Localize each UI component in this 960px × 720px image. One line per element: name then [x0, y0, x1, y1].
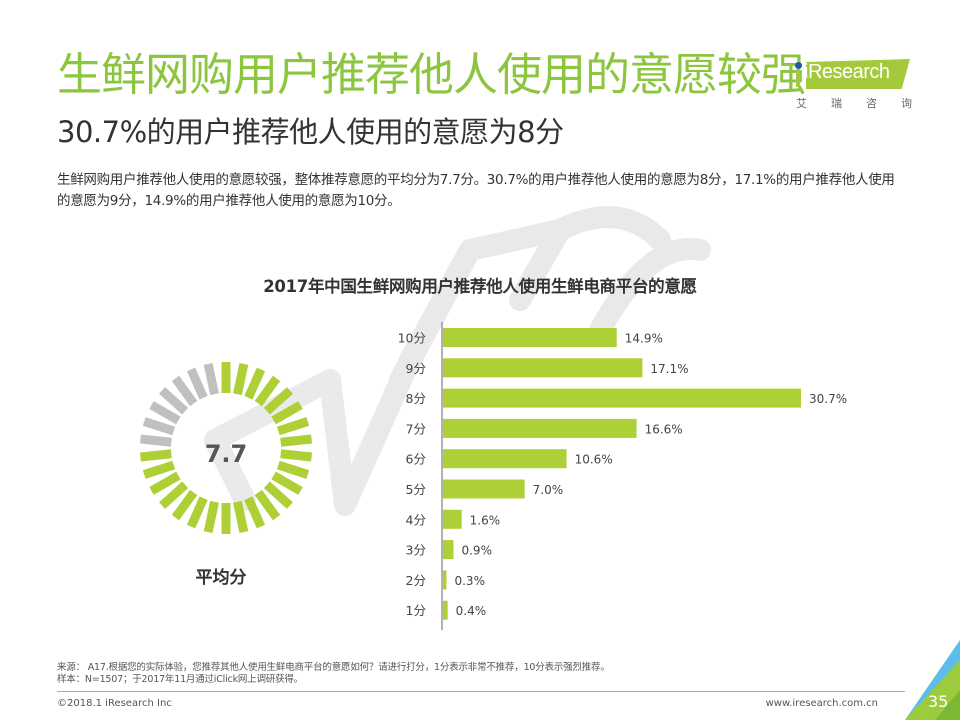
value-label: 0.9%	[461, 544, 492, 558]
bar	[443, 358, 643, 378]
value-label: 30.7%	[809, 392, 847, 406]
gauge-segment-filled	[280, 449, 312, 462]
gauge-segment-filled	[233, 362, 249, 396]
page-number: 35	[928, 692, 949, 711]
logo-cn-char: 询	[901, 97, 912, 110]
gauge-segment-filled	[280, 434, 312, 447]
footer-divider	[57, 691, 905, 692]
bar	[443, 388, 801, 408]
gauge-segment-empty	[203, 362, 219, 396]
source-note: 来源： A17.根据您的实际体验，您推荐其他人使用生鲜电商平台的意愿如何？请进行…	[57, 662, 610, 686]
page-description: 生鲜网购用户推荐他人使用的意愿较强，整体推荐意愿的平均分为7.7分。30.7%的…	[57, 172, 895, 209]
gauge-segment-filled	[244, 367, 266, 400]
chart-title: 2017年中国生鲜网购用户推荐他人使用生鲜电商平台的意愿	[263, 277, 697, 296]
value-label: 7.0%	[533, 483, 564, 497]
category-label: 10分	[398, 331, 426, 346]
logo-cn-char: 咨	[866, 97, 877, 110]
category-label: 8分	[406, 391, 426, 406]
value-label: 0.3%	[454, 574, 485, 588]
value-label: 0.4%	[456, 604, 487, 618]
gauge-segment-filled	[171, 489, 198, 521]
bar	[443, 570, 447, 590]
website-link[interactable]: www.iresearch.com.cn	[765, 698, 878, 709]
bar	[443, 418, 637, 438]
sample-text: 样本：N=1507；于2017年11月通过iClick网上调研获得。	[57, 674, 303, 685]
page-subtitle: 30.7%的用户推荐他人使用的意愿为8分	[57, 115, 564, 149]
bar	[443, 449, 567, 469]
gauge-segment-filled	[271, 401, 303, 425]
gauge-segment-filled	[271, 471, 303, 495]
gauge-segment-empty	[149, 401, 181, 425]
gauge-segment-filled	[244, 496, 266, 529]
category-label: 1分	[406, 603, 426, 618]
gauge-value: 7.7	[204, 440, 248, 468]
gauge-segment-empty	[171, 375, 198, 407]
gauge-segment-filled	[233, 500, 249, 534]
bar	[443, 328, 617, 347]
category-label: 3分	[406, 543, 426, 558]
page-title: 生鲜网购用户推荐他人使用的意愿较强	[57, 48, 806, 101]
gauge-label: 平均分	[195, 568, 247, 588]
gauge-segment-filled	[203, 500, 219, 534]
logo-cn: 艾 瑞 咨 询	[796, 95, 912, 111]
gauge-segment-filled	[149, 471, 181, 495]
gauge-segment-filled	[142, 460, 176, 479]
gauge-segment-filled	[186, 496, 208, 529]
copyright: ©2018.1 iResearch Inc	[57, 698, 172, 709]
gauge-segment-filled	[159, 481, 189, 509]
category-label: 2分	[406, 573, 426, 588]
category-label: 9分	[406, 361, 426, 376]
bar	[443, 509, 462, 529]
gauge-segment-filled	[263, 387, 293, 415]
logo-dot	[795, 62, 802, 69]
bar	[443, 600, 448, 620]
gauge-segment-filled	[254, 375, 281, 407]
iresearch-logo: iResearch 艾 瑞 咨 询	[792, 55, 917, 115]
value-label: 16.6%	[645, 422, 683, 436]
bar-chart: 10分 14.9% 9分 17.1% 8分 30.7% 7分 16.6% 6分 10.6% 5分 7.…	[398, 322, 847, 630]
logo-cn-char: 瑞	[831, 97, 842, 110]
gauge-segment-empty	[186, 367, 208, 400]
gauge-segment-empty	[142, 417, 176, 436]
bar	[443, 540, 454, 560]
value-label: 14.9%	[625, 332, 663, 346]
logo-text: iResearch	[804, 61, 890, 83]
logo-badge	[806, 59, 910, 89]
category-label: 7分	[406, 421, 426, 436]
gauge-segment-empty	[140, 434, 172, 447]
gauge-segment-filled	[254, 489, 281, 521]
bar	[443, 479, 525, 499]
gauge-segment-empty	[159, 387, 189, 415]
gauge-segment-filled	[263, 481, 293, 509]
category-label: 5分	[406, 482, 426, 497]
logo-cn-char: 艾	[796, 97, 807, 110]
gauge-segment-filled	[140, 449, 172, 462]
value-label: 10.6%	[575, 453, 613, 467]
value-label: 17.1%	[650, 362, 688, 376]
source-text: 来源： A17.根据您的实际体验，您推荐其他人使用生鲜电商平台的意愿如何？请进行…	[57, 662, 610, 673]
average-score-gauge	[140, 362, 312, 534]
gauge-segment-filled	[276, 460, 310, 479]
category-label: 4分	[406, 512, 426, 527]
category-label: 6分	[406, 452, 426, 467]
gauge-segment-filled	[276, 417, 310, 436]
logo-i-stem	[796, 69, 800, 87]
value-label: 1.6%	[470, 513, 501, 527]
